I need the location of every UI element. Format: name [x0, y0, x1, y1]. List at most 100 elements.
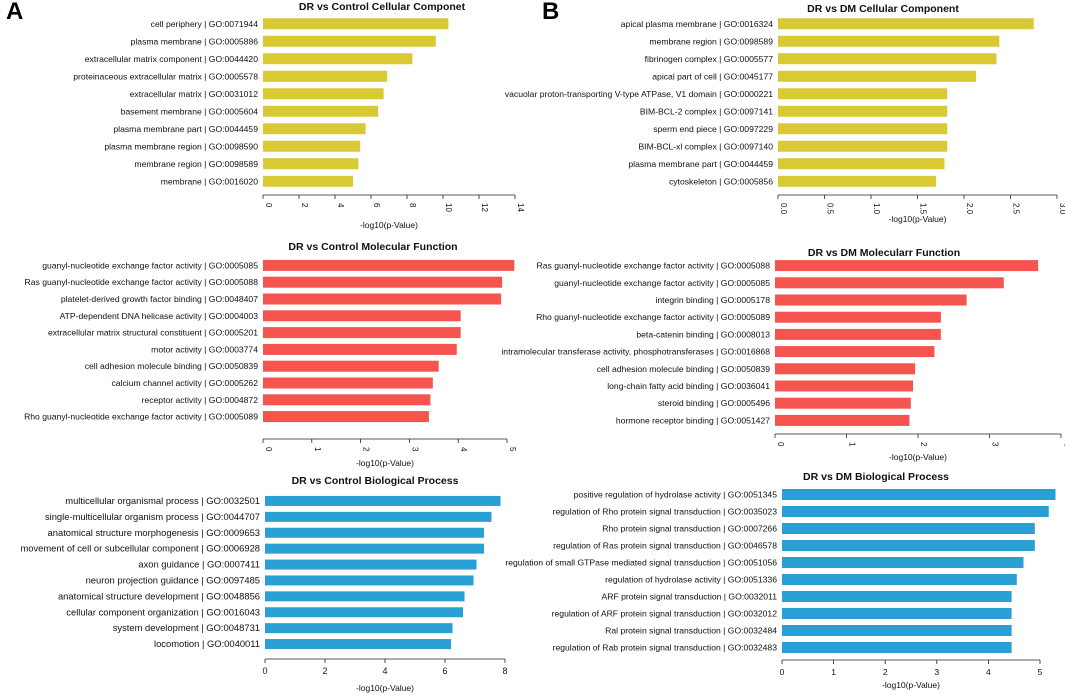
category-label: plasma membrane part | GO:0044459 [628, 159, 773, 169]
panel-letter-b: B [542, 0, 560, 25]
chart-b-cc: DR vs DM Cellular Component apical plasma… [505, 3, 1065, 224]
bar-10 [263, 175, 353, 187]
category-label: motor activity | GO:0003774 [151, 344, 258, 354]
bar-6 [778, 105, 948, 117]
category-label: intramolecular transferase activity, pho… [501, 347, 770, 357]
chart-b-mf: DR vs DM Molecularr Function Ras guanyl-n… [501, 247, 1065, 462]
bar-7 [775, 363, 916, 375]
x-tick-label: 10 [444, 203, 453, 212]
category-label: guanyl-nucleotide exchange factor activi… [42, 260, 258, 270]
x-tick-label: 5 [508, 447, 517, 452]
x-tick-label: 2.0 [965, 203, 974, 215]
category-label: regulation of small GTPase mediated sign… [505, 558, 777, 568]
category-label: cell adhesion molecule binding | GO:0050… [85, 361, 258, 371]
bar-5 [263, 88, 384, 100]
x-tick-label: 12 [480, 203, 489, 212]
x-tick-label: 3 [991, 442, 1000, 447]
x-tick-label: 1.5 [919, 203, 928, 215]
category-label: fibrinogen complex | GO:0005577 [645, 54, 774, 64]
bar-2 [263, 276, 503, 288]
bar-6 [775, 346, 935, 358]
x-tick-label: 2 [919, 442, 928, 447]
bar-5 [263, 327, 461, 339]
chart-a-mf: DR vs Control Molecular Function guanyl-n… [24, 241, 517, 468]
x-tick-label: 14 [516, 203, 525, 212]
bar-2 [782, 506, 1049, 517]
bar-6 [265, 575, 474, 586]
x-tick-label: 2.5 [1012, 203, 1021, 215]
x-tick-label: 8 [502, 666, 507, 676]
category-label: regulation of ARF protein signal transdu… [552, 609, 778, 619]
bar-1 [263, 18, 449, 30]
bar-3 [775, 294, 967, 306]
category-label: apical part of cell | GO:0045177 [652, 71, 773, 81]
chart-title: DR vs Control Cellular Componet [299, 1, 466, 13]
bar-8 [778, 140, 948, 152]
chart-title: DR vs Control Biological Process [292, 475, 459, 487]
x-axis-label: -log10(p-Value) [882, 680, 940, 690]
x-tick-label: 0 [780, 667, 785, 677]
bar-10 [782, 642, 1012, 653]
category-label: basement membrane | GO:0005604 [121, 106, 259, 116]
category-label: cell periphery | GO:0071944 [151, 19, 259, 29]
category-label: sperm end piece | GO:0097229 [653, 124, 773, 134]
x-tick-label: 4 [382, 666, 387, 676]
x-axis-label: -log10(p-Value) [356, 458, 414, 468]
category-label: cell adhesion molecule binding | GO:0050… [597, 364, 770, 374]
category-label: regulation of Rho protein signal transdu… [553, 507, 778, 517]
category-label: ATP-dependent DNA helicase activity | GO… [60, 311, 259, 321]
bar-1 [775, 260, 1039, 272]
category-label: Rho protein signal transduction | GO:000… [602, 524, 777, 534]
bar-4 [265, 543, 484, 554]
bar-10 [778, 175, 937, 187]
x-tick-label: 0 [776, 442, 785, 447]
bar-4 [775, 311, 941, 323]
x-tick-label: 8 [408, 203, 417, 208]
category-label: system development | GO:0048731 [113, 622, 260, 633]
x-tick-label: 4 [986, 667, 991, 677]
category-label: calcium channel activity | GO:0005262 [112, 378, 259, 388]
category-label: Ras guanyl-nucleotide exchange factor ac… [25, 277, 259, 287]
x-tick-label: 1 [313, 447, 322, 452]
category-label: extracellular matrix | GO:0031012 [130, 89, 259, 99]
category-label: integrin binding | GO:0005178 [655, 295, 770, 305]
x-tick-label: 0.0 [779, 203, 788, 215]
x-axis-label: -log10(p-Value) [356, 683, 414, 693]
category-label: apical plasma membrane | GO:0016324 [621, 19, 773, 29]
bar-5 [778, 88, 948, 100]
category-label: multicellular organismal process | GO:00… [65, 495, 260, 506]
category-label: beta-catenin binding | GO:0008013 [636, 329, 770, 339]
bar-9 [775, 397, 911, 409]
category-label: plasma membrane region | GO:0098590 [104, 141, 258, 151]
bar-1 [778, 18, 1034, 30]
category-label: receptor activity | GO:0004872 [142, 395, 259, 405]
chart-a-cc: DR vs Control Cellular Componet cell peri… [73, 1, 525, 230]
category-label: anatomical structure development | GO:00… [58, 590, 260, 601]
category-label: vacuolar proton-transporting V-type ATPa… [505, 89, 773, 99]
x-tick-label: 3 [934, 667, 939, 677]
bar-9 [778, 158, 945, 170]
bar-6 [263, 105, 379, 117]
bar-7 [782, 591, 1012, 602]
x-tick-label: 1 [848, 442, 857, 447]
bar-10 [775, 414, 910, 426]
bar-2 [265, 511, 492, 522]
x-axis-label: -log10(p-Value) [889, 214, 947, 224]
bar-2 [263, 35, 436, 47]
category-label: membrane region | GO:0098589 [649, 36, 773, 46]
category-label: extracellular matrix component | GO:0044… [85, 54, 258, 64]
category-label: locomotion | GO:0040011 [154, 638, 260, 649]
x-tick-label: 0.5 [826, 203, 835, 215]
bar-1 [263, 259, 515, 271]
x-tick-label: 6 [442, 666, 447, 676]
x-tick-label: 1 [831, 667, 836, 677]
bar-9 [263, 394, 431, 406]
bar-8 [263, 377, 433, 389]
x-tick-label: 3 [410, 447, 419, 452]
category-label: BIM-BCL-xl complex | GO:0097140 [638, 141, 773, 151]
bar-4 [778, 70, 977, 82]
bar-5 [265, 559, 477, 570]
category-label: membrane | GO:0016020 [161, 176, 259, 186]
